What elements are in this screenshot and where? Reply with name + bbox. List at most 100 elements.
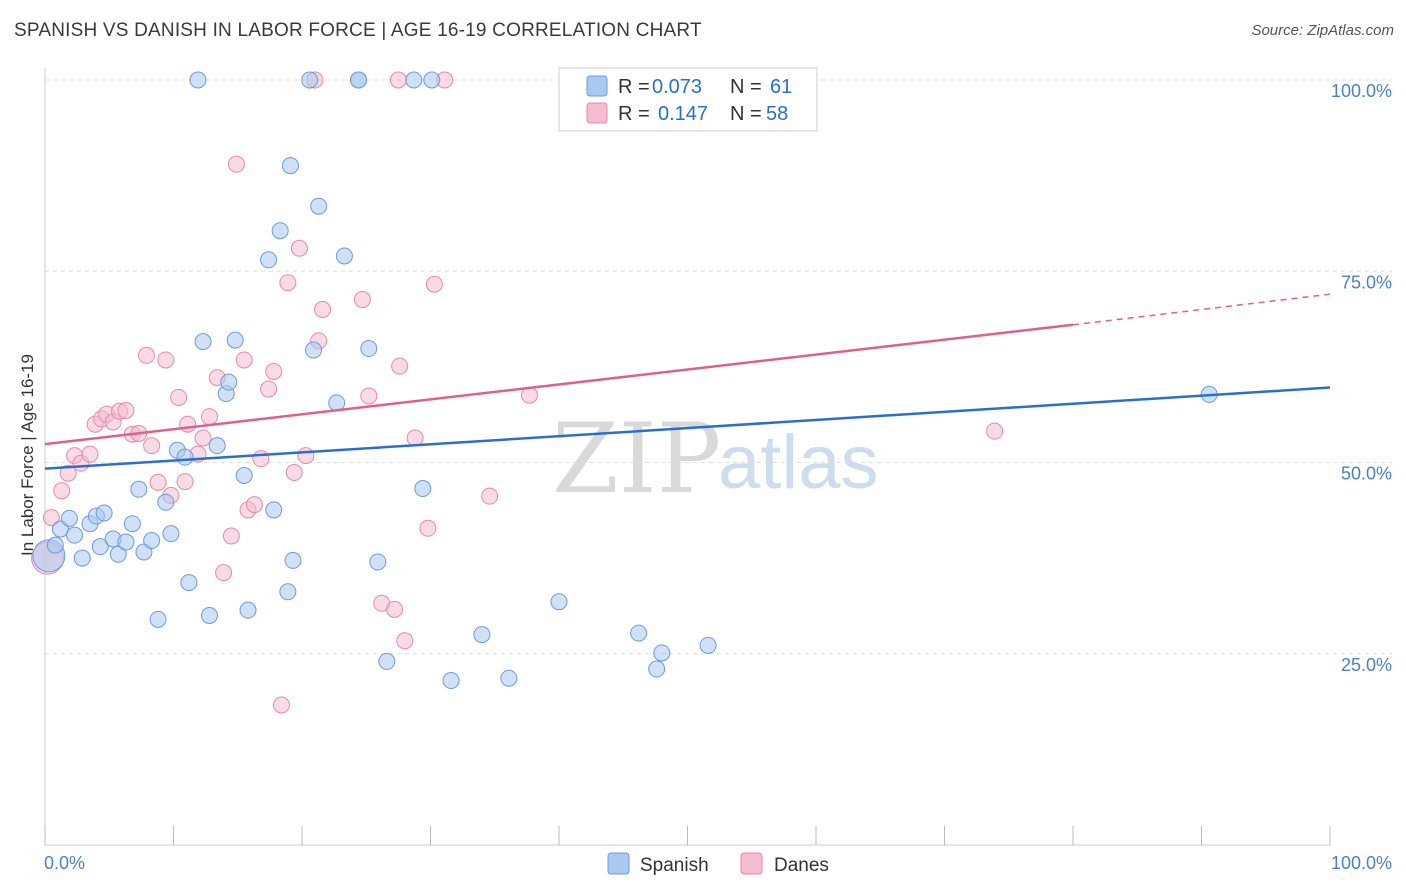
spanish-point [189,71,207,89]
legend-danes-n-value: 58 [766,103,788,125]
danes-point [396,632,414,650]
danes-point [143,437,161,455]
spanish-point [200,607,218,624]
spanish-point [442,672,460,690]
danes-point [235,351,253,369]
danes-point [353,291,371,309]
danes-point [406,429,424,447]
danes-point [391,357,409,375]
spanish-point [109,545,127,563]
legend-bottom-danes-label: Danes [774,855,829,876]
spanish-point [630,624,648,642]
trend-lines [44,293,1331,470]
legend-spanish-n-value: 61 [770,76,792,98]
danes-point [986,422,1004,440]
spanish-point [117,533,135,551]
spanish-point [66,526,84,544]
danes-point [360,387,378,405]
spanish-point [60,509,78,527]
danes-point [425,275,443,293]
danes-point [215,564,233,582]
danes-series [31,71,1004,714]
spanish-point [271,222,289,240]
danes-point [179,415,197,433]
spanish-point [301,71,319,89]
spanish-point [123,515,141,533]
spanish-point [350,71,368,89]
danes-point [252,450,270,468]
spanish-point [279,583,297,601]
spanish-point [653,644,671,662]
danes-point [222,527,240,545]
danes-point [59,464,77,482]
x-tick-label-1: 100.0% [1331,853,1392,873]
spanish-point [162,525,180,543]
spanish-point [310,197,328,215]
danes-point [138,346,156,364]
danes-point [176,473,194,491]
spanish-point [208,437,226,455]
spanish-point [414,480,432,498]
spanish-point [423,71,441,89]
chart-title: SPANISH VS DANISH IN LABOR FORCE | AGE 1… [14,20,702,41]
legend-spanish-r-label: R = [618,76,650,98]
spanish-point [130,480,148,498]
spanish-point [220,373,238,391]
danes-point [314,301,332,318]
y-tick-label-3: 100.0% [1331,81,1392,101]
spanish-point [648,660,666,678]
danes-point [157,351,175,369]
danes-trend-line [44,323,1074,446]
danes-point [149,473,167,491]
spanish-point [91,538,109,556]
watermark-zip: ZIP [552,403,721,515]
danes-point [285,463,303,481]
danes-point [265,362,283,380]
spanish-point [235,467,253,485]
danes-point [227,155,245,173]
legend-bottom-spanish-label: Spanish [640,855,709,876]
danes-point [290,239,308,257]
danes-point [200,408,218,426]
spanish-point [194,333,212,351]
legend-spanish-n-label: N = [730,76,762,98]
spanish-point [550,593,568,611]
danes-point [481,487,499,505]
spanish-point [473,626,491,644]
watermark: ZIP atlas [552,403,879,515]
legend-bottom-spanish-swatch [607,852,630,875]
spanish-trend-line [44,386,1331,470]
spanish-point [157,493,175,511]
danes-trend-line-extension [1072,293,1331,326]
danes-point [419,519,437,537]
spanish-point [176,448,194,466]
spanish-point [46,536,64,554]
spanish-point [95,504,113,522]
spanish-point [149,610,167,628]
spanish-point [378,652,396,670]
spanish-series [32,71,1218,690]
spanish-point [265,501,283,519]
legend-danes-n-label: N = [730,103,762,125]
y-tick-labels: 25.0% 50.0% 75.0% 100.0% [1331,81,1392,675]
danes-point [272,696,290,714]
danes-point [297,447,315,465]
legend-danes-swatch [586,102,608,124]
spanish-point [284,551,302,569]
legend-spanish-r-value: 0.073 [652,76,702,98]
legend-spanish-swatch [586,75,608,97]
chart-source: Source: ZipAtlas.com [1251,22,1394,39]
spanish-point [699,636,717,654]
spanish-point [360,340,378,358]
spanish-point [143,532,161,550]
danes-point [245,496,263,514]
legend-top: R = 0.073 N = 61 R = 0.147 N = 58 [558,67,818,132]
spanish-point [405,71,423,89]
danes-point [260,380,278,398]
axes [44,68,1331,846]
spanish-point [73,549,91,567]
spanish-point [305,341,323,359]
x-tick-label-0: 0.0% [44,853,85,873]
danes-point [117,401,135,419]
